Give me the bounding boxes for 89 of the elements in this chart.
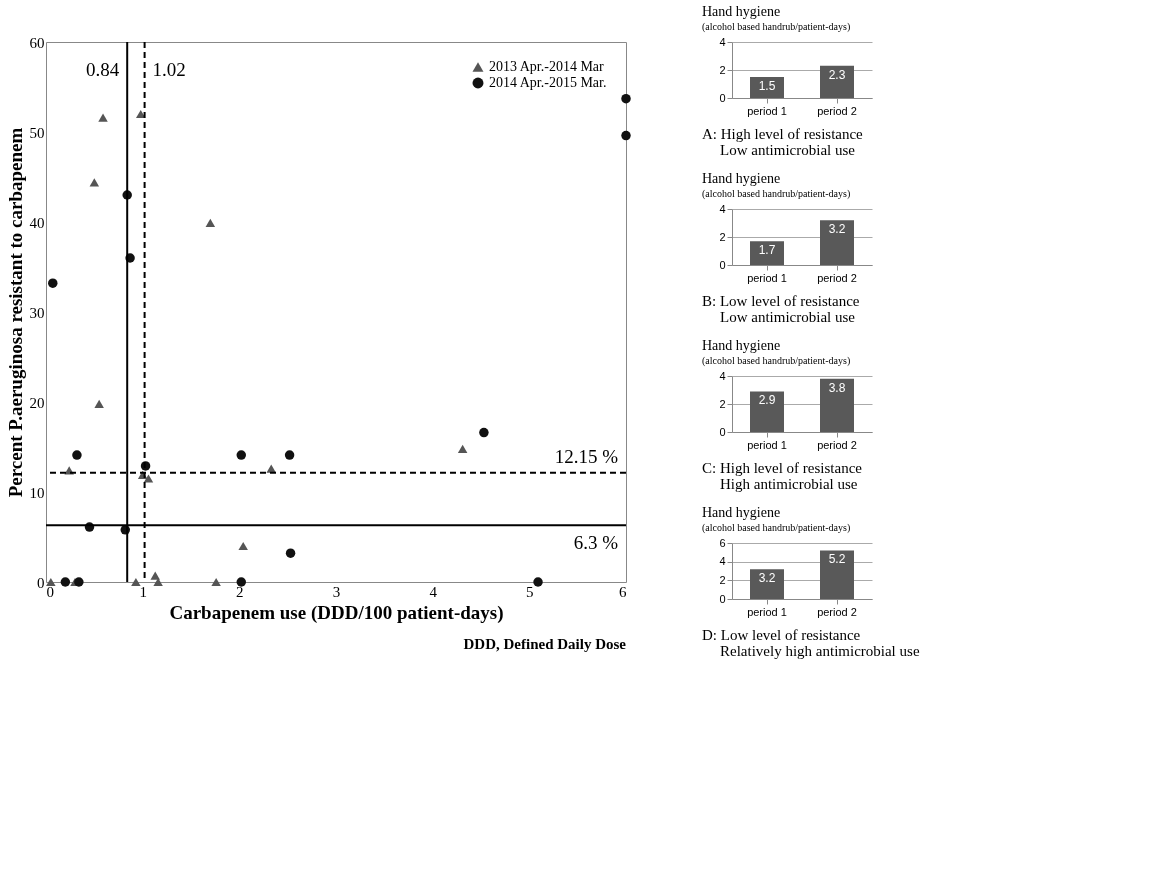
point	[143, 474, 154, 483]
y-tick-label: 0	[719, 91, 726, 104]
data-label: 1.5	[758, 79, 776, 93]
x-axis-title: Carbapenem use (DDD/100 patient-days)	[169, 601, 504, 624]
y-tick-label: 4	[719, 35, 726, 48]
y-tick-label: 2	[719, 230, 726, 243]
y-tick-label: 50	[29, 124, 45, 141]
legend-label: 2014 Apr.-2015 Mar.	[489, 75, 607, 90]
point	[285, 548, 296, 558]
point	[94, 399, 104, 408]
text: High antimicrobial use	[720, 476, 858, 492]
y-tick-label: 30	[29, 304, 45, 321]
y-tick-label: 0	[719, 258, 726, 271]
x-tick-label: period 1	[747, 438, 787, 451]
y-tick-label: 2	[719, 63, 726, 76]
y-tick-label: 6	[719, 536, 726, 549]
point	[89, 178, 100, 187]
point	[205, 218, 216, 228]
y-tick-label: 2	[719, 573, 726, 586]
point	[60, 577, 71, 587]
data-label: 3.2	[828, 222, 846, 237]
x-tick-label: 4	[429, 583, 438, 600]
data-label: 1.7	[758, 243, 776, 258]
data-label: 2.9	[758, 393, 776, 408]
text: A: High level of resistance	[702, 126, 864, 142]
data-label: 3.8	[828, 380, 846, 395]
chart-title: Hand hygiene	[702, 4, 781, 19]
data-label: 5.2	[828, 552, 846, 567]
y-tick-label: 0	[719, 425, 726, 438]
legend-label: 2013 Apr.-2014 Mar	[489, 59, 605, 74]
x-tick-label: 6	[619, 583, 627, 600]
point	[211, 577, 221, 587]
point	[236, 450, 247, 460]
y-tick-label: 4	[719, 202, 726, 215]
chart-subtitle: (alcohol based handrub/patient-days)	[702, 188, 851, 200]
text: Low antimicrobial use	[720, 142, 856, 158]
ref-line-label: 6.3 %	[573, 532, 619, 554]
point	[48, 278, 58, 288]
point	[238, 541, 248, 551]
point	[72, 450, 82, 460]
x-tick-label: 2	[236, 583, 244, 600]
y-tick-label: 4	[719, 555, 726, 568]
text: Relatively high antimicrobial use	[720, 643, 920, 659]
text: B: Low level of resistance	[702, 293, 860, 309]
x-tick-label: 3	[332, 583, 341, 600]
point	[236, 577, 247, 587]
text: C: High level of resistance	[702, 460, 863, 476]
x-tick-label: period 1	[747, 104, 787, 117]
x-tick-label: period 1	[747, 605, 787, 618]
y-tick-label: 10	[29, 484, 45, 501]
y-tick-label: 40	[29, 214, 45, 231]
x-tick-label: 1	[139, 583, 147, 600]
text: DDD, Defined Daily Dose	[463, 636, 627, 652]
data-label: 2.3	[828, 67, 846, 82]
point	[533, 577, 543, 587]
x-tick-label: period 2	[817, 104, 857, 117]
point	[131, 577, 141, 587]
point	[98, 113, 108, 122]
y-tick-label: 60	[29, 34, 45, 51]
point	[479, 427, 489, 438]
point	[135, 109, 146, 119]
x-tick-label: period 2	[817, 271, 857, 284]
chart-subtitle: (alcohol based handrub/patient-days)	[702, 21, 851, 33]
x-tick-label: period 1	[747, 271, 787, 284]
point	[457, 444, 468, 453]
y-tick-label: 2	[719, 397, 726, 410]
point	[621, 130, 631, 141]
point	[284, 450, 295, 460]
chart-title: Hand hygiene	[702, 338, 781, 353]
x-tick-label: period 2	[817, 438, 857, 451]
chart-title: Hand hygiene	[702, 505, 781, 520]
ref-line-label: 1.02	[152, 59, 186, 80]
text: Low antimicrobial use	[720, 309, 856, 325]
ref-line-label: 12.15 %	[554, 445, 619, 467]
chart-title: Hand hygiene	[702, 171, 781, 186]
y-tick-label: 20	[29, 394, 45, 411]
chart-subtitle: (alcohol based handrub/patient-days)	[702, 355, 851, 367]
y-tick-label: 4	[719, 369, 726, 382]
text: D: Low level of resistance	[702, 627, 861, 643]
chart-subtitle: (alcohol based handrub/patient-days)	[702, 522, 851, 534]
y-axis-title: Percent P.aeruginosa resistant to carbapenem	[4, 127, 26, 498]
point	[150, 571, 160, 580]
x-tick-label: 5	[526, 583, 534, 600]
point	[46, 577, 56, 587]
point	[621, 93, 631, 104]
x-tick-label: period 2	[817, 605, 857, 618]
data-label: 3.2	[758, 571, 776, 586]
point	[74, 577, 84, 587]
ref-line-label: 0.84	[85, 59, 120, 80]
